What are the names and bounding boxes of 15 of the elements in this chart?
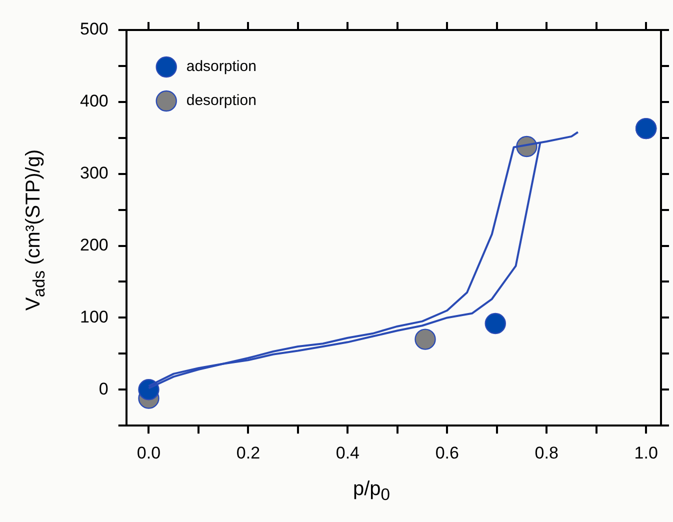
- legend-label: desorption: [186, 92, 256, 110]
- x-tick-label: 0.6: [435, 443, 459, 462]
- x-tick-label: 0.8: [534, 443, 558, 462]
- x-axis-title: p/p$_{0}$: [352, 478, 392, 505]
- y-tick-label: 400: [80, 92, 108, 111]
- x-tick-label: 0.2: [236, 443, 260, 462]
- y-tick-label: 100: [80, 307, 108, 326]
- y-tick-label: 0: [98, 379, 108, 398]
- y-tick-label: 200: [80, 235, 108, 254]
- y-tick-label: 300: [80, 164, 108, 183]
- legend-label: adsorption: [186, 58, 256, 76]
- x-tick-label: 0.0: [136, 443, 161, 462]
- x-tick-label: 1.0: [634, 443, 658, 462]
- x-tick-label: 0.4: [336, 443, 360, 462]
- y-tick-label: 500: [80, 20, 108, 39]
